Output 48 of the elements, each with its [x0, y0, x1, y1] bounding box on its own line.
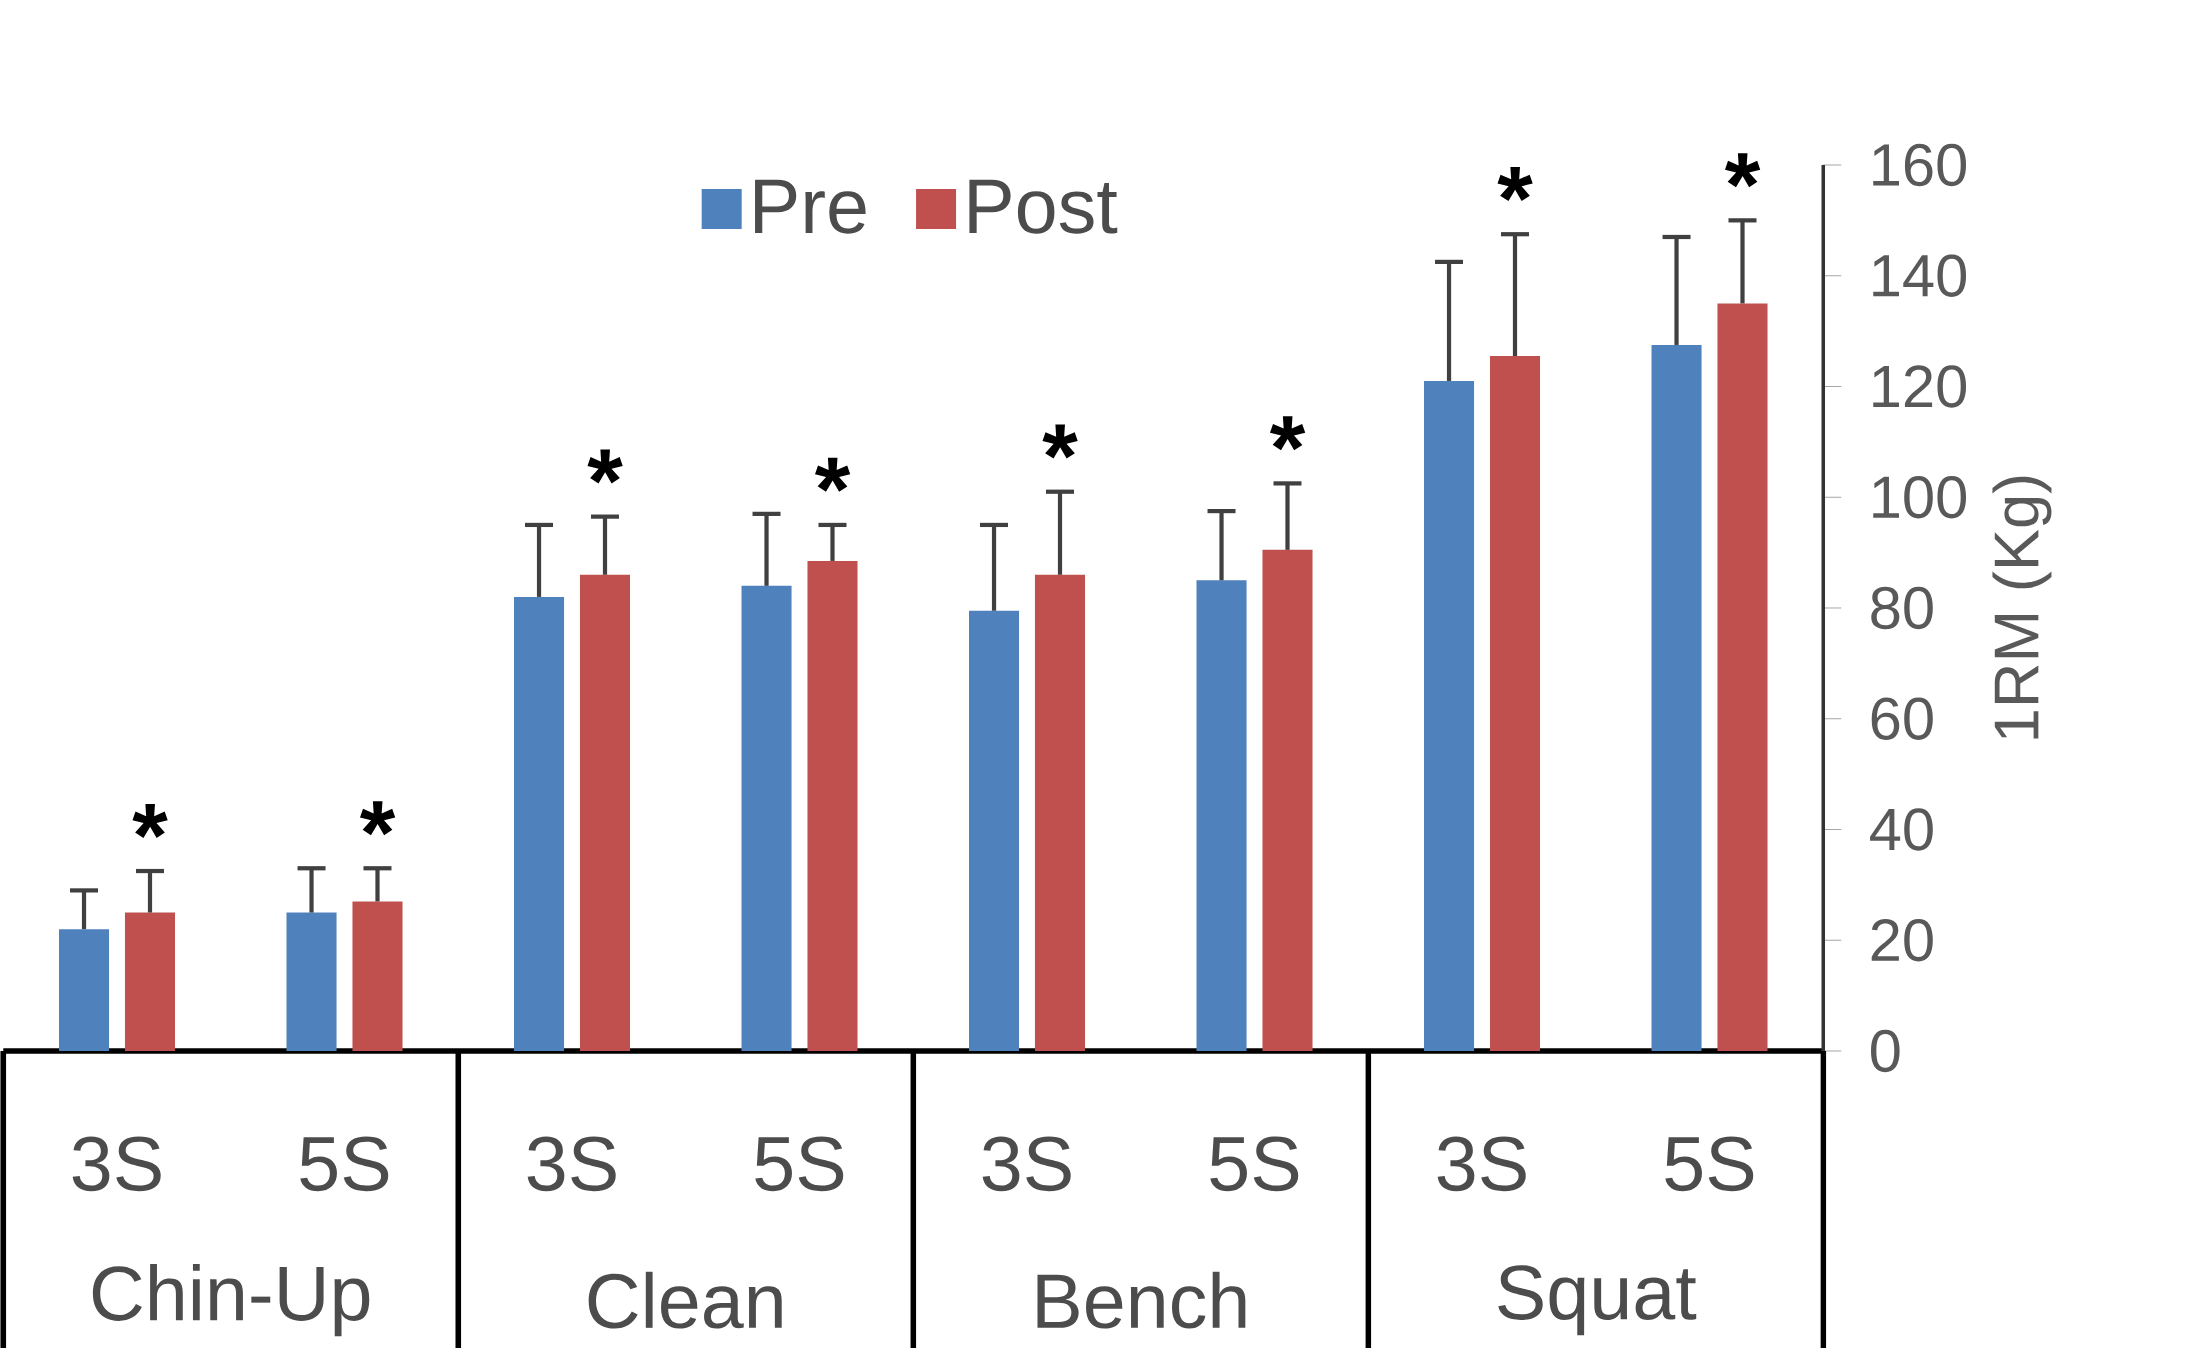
text: Clean [588, 1271, 782, 1329]
bar [1034, 574, 1086, 1051]
bar [579, 574, 631, 1051]
y-axis-title: 1RM (Kg) [1992, 476, 2052, 739]
x-tick-label: 3S [72, 1136, 161, 1192]
bar [1489, 356, 1541, 1051]
y-tick-label: 40 [1870, 808, 1933, 851]
text: Squat [1498, 1265, 1697, 1336]
legend-label: Post [969, 179, 1118, 234]
bar [352, 901, 403, 1051]
data-label: * [132, 803, 168, 838]
text: Bench [1037, 1271, 1246, 1329]
bar [1196, 580, 1247, 1051]
x-tick-label: 3S [1437, 1136, 1526, 1192]
bar [1717, 303, 1768, 1051]
y-tick-label: 20 [1871, 919, 1933, 962]
y-tick-label: 100 [1873, 476, 1967, 519]
data-label: * [1269, 416, 1306, 451]
bar [969, 610, 1020, 1051]
x-tick-label: 3S [527, 1136, 616, 1192]
legend-label: Pre [755, 179, 866, 234]
data-label: * [359, 801, 396, 836]
y-tick-label: 140 [1873, 254, 1967, 297]
bar [741, 585, 792, 1051]
y-tick-label: 0 [1870, 1029, 1900, 1073]
data-label: * [1497, 167, 1533, 202]
x-tick-label: 5S [300, 1136, 389, 1192]
data-label: * [1725, 153, 1761, 188]
x-tick-label: 5S [1665, 1136, 1754, 1192]
bar [807, 560, 858, 1051]
data-label: * [1042, 424, 1078, 459]
text: Chin-Up [92, 1264, 370, 1337]
bar [1424, 380, 1475, 1051]
bar [1262, 549, 1313, 1051]
bar [514, 596, 565, 1051]
y-tick-label: 60 [1871, 697, 1933, 740]
bar [124, 912, 176, 1051]
x-tick-label: 5S [755, 1136, 844, 1192]
x-tick-label: 3S [982, 1136, 1071, 1192]
bar [1651, 344, 1702, 1051]
y-tick-label: 80 [1871, 586, 1933, 630]
x-tick-label: 5S [1210, 1136, 1299, 1192]
bar [59, 929, 110, 1051]
y-tick-label: 160 [1873, 143, 1967, 187]
bar [286, 912, 337, 1051]
data-label: * [587, 449, 623, 484]
data-label: * [815, 457, 851, 492]
y-tick-label: 120 [1873, 365, 1967, 408]
